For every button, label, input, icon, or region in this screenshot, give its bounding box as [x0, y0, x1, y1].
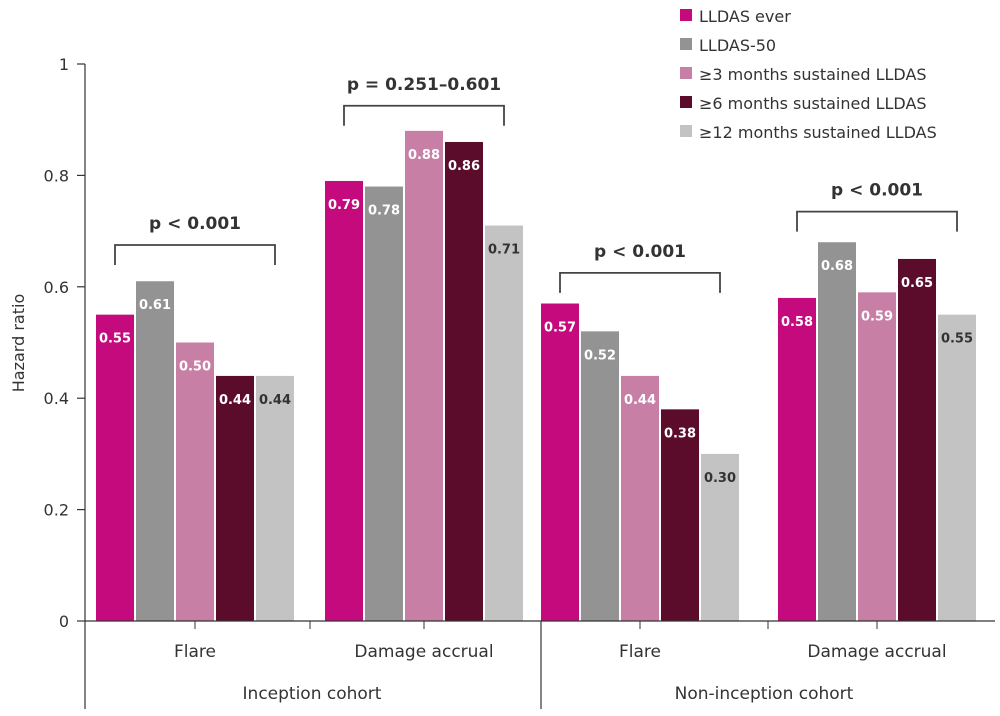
significance-bracket: [559, 271, 721, 293]
legend: LLDAS ever LLDAS-50 ≥3 months sustained LL…: [680, 7, 937, 142]
bar-value-label: 0.79: [328, 198, 360, 213]
bar: [96, 314, 134, 621]
significance-bracket: [796, 210, 958, 232]
bar: [365, 186, 403, 622]
significance-bracket: [343, 104, 505, 126]
bar: [216, 375, 254, 621]
y-axis-title: Hazard ratio: [9, 294, 28, 392]
bar-value-label: 0.71: [488, 243, 520, 258]
legend-swatch: [680, 125, 692, 137]
bar-value-label: 0.68: [821, 259, 853, 274]
y-tick-label: 1: [59, 55, 69, 74]
bar: [325, 180, 363, 621]
bar-value-label: 0.52: [584, 348, 616, 363]
legend-swatch: [680, 9, 692, 21]
legend-swatch: [680, 38, 692, 50]
bar-value-label: 0.88: [408, 148, 440, 163]
bar-value-label: 0.58: [781, 315, 813, 330]
bar: [938, 314, 976, 621]
bar: [176, 342, 214, 621]
bar-value-label: 0.61: [139, 298, 171, 313]
y-tick-label: 0.8: [44, 166, 69, 185]
bar-value-label: 0.44: [259, 393, 291, 408]
cohort-label: Non-inception cohort: [675, 684, 854, 704]
y-tick-label: 0.2: [44, 501, 69, 520]
bar: [256, 375, 294, 621]
bar-value-label: 0.55: [99, 332, 131, 347]
cohort-label: Inception cohort: [243, 684, 382, 704]
bar: [661, 409, 699, 621]
y-tick-label: 0.4: [44, 389, 69, 408]
legend-label: ≥3 months sustained LLDAS: [699, 65, 927, 84]
bar-value-label: 0.44: [624, 393, 656, 408]
bar-value-label: 0.30: [704, 471, 736, 486]
category-label: Damage accrual: [354, 642, 493, 662]
y-axis: 0 0.2 0.4 0.6 0.8 1: [44, 55, 86, 709]
bar-value-label: 0.86: [448, 159, 480, 174]
bar: [485, 225, 523, 621]
y-tick-label: 0.6: [44, 278, 69, 297]
legend-label: ≥12 months sustained LLDAS: [699, 123, 937, 142]
category-label: Flare: [619, 642, 661, 662]
legend-label: LLDAS-50: [699, 36, 776, 55]
bar-value-label: 0.44: [219, 393, 251, 408]
legend-swatch: [680, 67, 692, 79]
bars: 0.55 0.61 0.50 0.44 0.44 0.79 0.78 0.88 0.86 0.71…: [96, 130, 976, 622]
bar-value-label: 0.38: [664, 426, 696, 441]
bar: [445, 141, 483, 622]
bar-value-label: 0.50: [179, 360, 211, 375]
x-axis: Flare Damage accrual Flare Damage accrual In…: [85, 620, 995, 709]
bar-value-label: 0.59: [861, 309, 893, 324]
p-value-label: p = 0.251–0.601: [347, 75, 501, 95]
legend-label: ≥6 months sustained LLDAS: [699, 94, 927, 113]
bar: [541, 303, 579, 621]
bar: [898, 258, 936, 621]
bar-value-label: 0.78: [368, 204, 400, 219]
bar: [621, 375, 659, 621]
legend-swatch: [680, 96, 692, 108]
p-value-annotations: p < 0.001 p = 0.251–0.601 p < 0.001 p < 0.0…: [114, 75, 958, 293]
bar: [405, 130, 443, 621]
bar-value-label: 0.57: [544, 321, 576, 336]
p-value-label: p < 0.001: [594, 242, 686, 262]
bar: [581, 331, 619, 621]
significance-bracket: [114, 244, 276, 266]
bar-value-label: 0.55: [941, 332, 973, 347]
category-label: Flare: [174, 642, 216, 662]
p-value-label: p < 0.001: [831, 181, 923, 201]
bar: [818, 242, 856, 622]
bar: [701, 453, 739, 621]
bar-value-label: 0.65: [901, 276, 933, 291]
bar: [136, 281, 174, 621]
y-tick-label: 0: [59, 612, 69, 631]
p-value-label: p < 0.001: [149, 214, 241, 234]
bar: [858, 292, 896, 621]
bar: [778, 297, 816, 621]
category-label: Damage accrual: [807, 642, 946, 662]
legend-label: LLDAS ever: [699, 7, 791, 26]
